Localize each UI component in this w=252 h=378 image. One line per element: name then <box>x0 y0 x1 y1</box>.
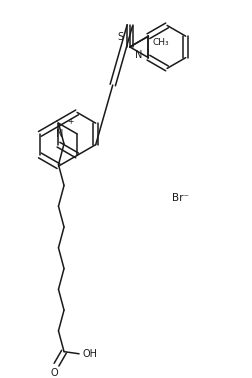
Text: O: O <box>51 367 58 378</box>
Text: Br⁻: Br⁻ <box>172 193 189 203</box>
Text: OH: OH <box>83 349 98 359</box>
Text: N: N <box>55 129 63 139</box>
Text: CH₃: CH₃ <box>152 38 168 47</box>
Text: S: S <box>117 32 123 42</box>
Text: +: + <box>67 117 73 126</box>
Text: N: N <box>134 50 142 60</box>
